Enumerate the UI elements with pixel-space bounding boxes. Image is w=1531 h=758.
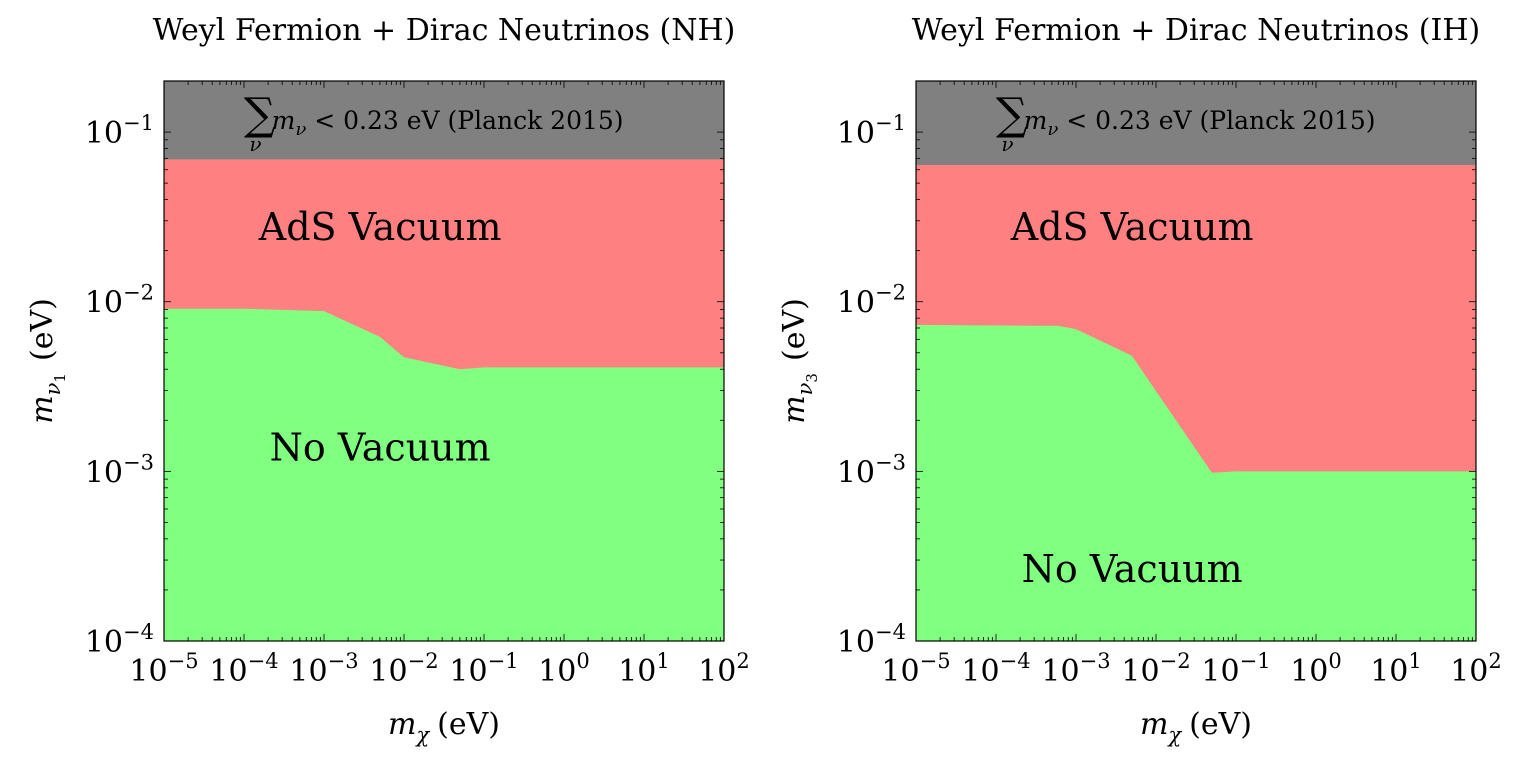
sum-symbol: ∑ <box>996 89 1027 140</box>
y-tick-label: 10−4 <box>85 620 154 660</box>
y-tick-label: 10−1 <box>837 111 906 151</box>
x-tick-labels: 10−5 10−4 10−3 10−2 10−1 100 101 102 <box>881 649 1501 689</box>
chart-title: Weyl Fermion + Dirac Neutrinos (IH) <box>912 13 1480 48</box>
ads-vacuum-region <box>916 164 1476 473</box>
x-tick-label: 101 <box>618 649 670 689</box>
y-label-subscript: ν <box>793 382 817 395</box>
x-tick-label: 102 <box>698 649 750 689</box>
y-label-unit: (eV) <box>25 298 60 361</box>
x-tick-label: 10−2 <box>369 649 438 689</box>
ads-vacuum-region <box>164 159 724 370</box>
axis-ticks <box>915 80 1477 642</box>
y-tick-labels: 10−4 10−3 10−2 10−1 <box>837 111 906 660</box>
y-tick-label: 10−2 <box>837 281 906 321</box>
plot-frame <box>163 80 725 642</box>
no-vacuum-label: No Vacuum <box>270 426 491 470</box>
x-label-symbol: m <box>1140 707 1168 742</box>
x-tick-label: 10−1 <box>1201 649 1270 689</box>
x-tick-label: 10−1 <box>449 649 518 689</box>
axis-ticks <box>163 80 725 642</box>
planck-excluded-region <box>916 81 1476 165</box>
y-tick-label: 10−4 <box>837 620 906 660</box>
x-label-symbol: m <box>388 707 416 742</box>
x-tick-label: 102 <box>1450 649 1502 689</box>
y-tick-labels: 10−4 10−3 10−2 10−1 <box>85 111 154 660</box>
m-symbol: m <box>1024 106 1048 135</box>
y-tick-label: 10−3 <box>85 450 154 490</box>
planck-limit-label: ∑ νmν < 0.23 eV (Planck 2015) <box>244 89 624 156</box>
x-label-subscript: χ <box>1166 723 1182 747</box>
m-symbol: m <box>272 106 296 135</box>
planck-limit-text: < 0.23 eV (Planck 2015) <box>306 106 623 135</box>
x-tick-label: 10−4 <box>961 649 1030 689</box>
x-tick-label: 100 <box>538 649 590 689</box>
panel-ih: Weyl Fermion + Dirac Neutrinos (IH) ∑ νmν… <box>777 13 1502 747</box>
y-label-subsubscript: 1 <box>51 373 69 383</box>
sum-subscript: ν <box>1001 132 1013 156</box>
x-label-unit: (eV) <box>437 707 500 742</box>
y-tick-label: 10−3 <box>837 450 906 490</box>
x-axis-label: mχ (eV) <box>388 707 500 747</box>
x-tick-label: 10−3 <box>289 649 358 689</box>
x-label-unit: (eV) <box>1189 707 1252 742</box>
x-axis-label: mχ (eV) <box>1140 707 1252 747</box>
m-subscript: ν <box>1047 119 1058 140</box>
y-label-subsubscript: 3 <box>803 373 821 383</box>
x-tick-label: 10−5 <box>881 649 950 689</box>
x-tick-labels: 10−5 10−4 10−3 10−2 10−1 100 101 102 <box>129 649 749 689</box>
y-label-symbol: m <box>25 395 60 423</box>
ads-vacuum-label: AdS Vacuum <box>258 205 502 249</box>
x-tick-label: 10−2 <box>1121 649 1190 689</box>
ads-vacuum-label: AdS Vacuum <box>1010 205 1254 249</box>
sum-symbol: ∑ <box>244 89 275 140</box>
plot-frame <box>915 80 1477 642</box>
panel-nh: Weyl Fermion + Dirac Neutrinos (NH) ∑ νmν… <box>25 13 750 747</box>
y-tick-label: 10−2 <box>85 281 154 321</box>
m-subscript: ν <box>295 119 306 140</box>
y-label-unit: (eV) <box>777 298 812 361</box>
planck-limit-label: ∑ νmν < 0.23 eV (Planck 2015) <box>996 89 1376 156</box>
chart-title: Weyl Fermion + Dirac Neutrinos (NH) <box>153 13 736 48</box>
plot-regions <box>916 81 1476 641</box>
x-tick-label: 100 <box>1290 649 1342 689</box>
y-axis-label: mν1 (eV) <box>25 298 69 424</box>
x-tick-label: 10−3 <box>1041 649 1110 689</box>
x-tick-label: 101 <box>1370 649 1422 689</box>
x-tick-label: 10−4 <box>209 649 278 689</box>
y-axis-label: mν3 (eV) <box>777 298 821 424</box>
plot-regions <box>164 81 724 641</box>
y-label-subscript: ν <box>41 382 65 395</box>
x-label-subscript: χ <box>414 723 430 747</box>
x-tick-label: 10−5 <box>129 649 198 689</box>
no-vacuum-label: No Vacuum <box>1022 547 1243 591</box>
y-tick-label: 10−1 <box>85 111 154 151</box>
sum-subscript: ν <box>249 132 261 156</box>
planck-limit-text: < 0.23 eV (Planck 2015) <box>1058 106 1375 135</box>
planck-excluded-region <box>164 81 724 160</box>
y-label-symbol: m <box>777 395 812 423</box>
